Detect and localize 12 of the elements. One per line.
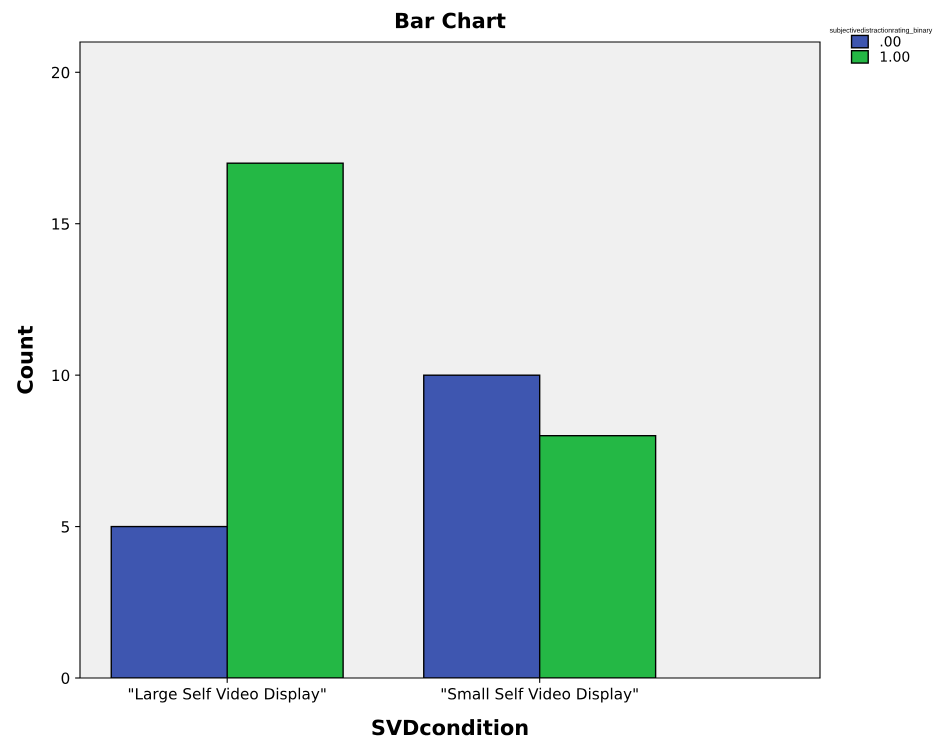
x-tick-label: "Large Self Video Display" (128, 688, 326, 703)
y-axis-title: Count (17, 326, 33, 394)
x-axis-title: SVDcondition (372, 719, 528, 736)
y-tick-label: 5 (62, 521, 69, 533)
y-tick-label: 10 (52, 370, 70, 382)
y-tick-label: 0 (62, 672, 70, 684)
legend-label: .00 (880, 36, 900, 47)
y-tick-label: 20 (52, 66, 70, 78)
chart-title: Bar Chart (396, 12, 506, 28)
y-tick-label: 15 (52, 218, 69, 230)
x-tick-label: "Small Self Video Display" (442, 688, 638, 703)
legend-label: 1.00 (880, 51, 910, 62)
